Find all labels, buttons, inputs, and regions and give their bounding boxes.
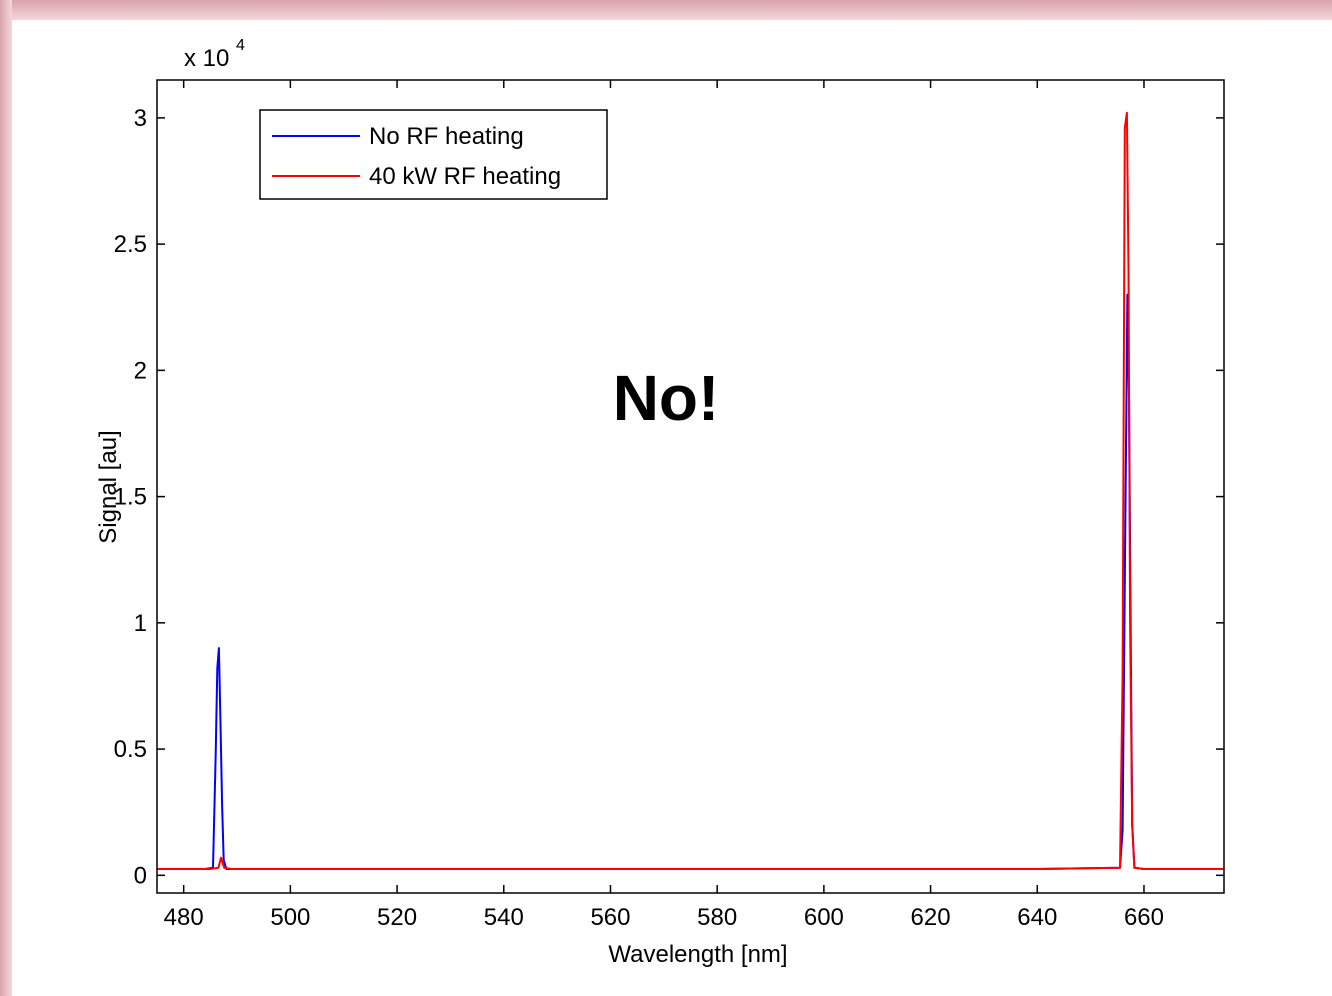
x-tick-label: 500 bbox=[270, 904, 310, 931]
x-axis-label: Wavelength [nm] bbox=[608, 941, 787, 968]
y-axis-multiplier: x 10 4 bbox=[184, 37, 245, 72]
axes-box bbox=[156, 79, 1225, 894]
y-axis-label: Signal [au] bbox=[95, 430, 122, 543]
x-tick-label: 640 bbox=[1017, 904, 1057, 931]
legend: No RF heating 40 kW RF heating bbox=[259, 109, 608, 200]
x-tick-label: 620 bbox=[911, 904, 951, 931]
y-tick-label: 0.5 bbox=[114, 736, 147, 763]
annotation-no: No! bbox=[613, 362, 720, 434]
y-tick-label: 2.5 bbox=[114, 231, 147, 258]
y-axis: 0 0.5 1 1.5 2 2.5 3 bbox=[114, 105, 1224, 889]
frame-left-band bbox=[0, 0, 12, 996]
y-tick-label: 3 bbox=[134, 105, 147, 132]
plot-content bbox=[157, 111, 1224, 870]
series-line-40kw-rf bbox=[157, 111, 1224, 870]
x-axis: 480 500 520 540 560 580 600 620 640 660 bbox=[164, 80, 1164, 931]
y-tick-label: 2 bbox=[134, 357, 147, 384]
figure-panel: 480 500 520 540 560 580 600 620 640 660 0 0.5 1 1.5 2… bbox=[12, 20, 1332, 996]
y-multiplier-exponent: 4 bbox=[236, 37, 245, 54]
spectrum-chart: 480 500 520 540 560 580 600 620 640 660 0 0.5 1 1.5 2… bbox=[95, 37, 1225, 968]
x-tick-label: 580 bbox=[697, 904, 737, 931]
x-tick-label: 480 bbox=[164, 904, 204, 931]
x-tick-label: 560 bbox=[590, 904, 630, 931]
y-tick-label: 1.5 bbox=[114, 484, 147, 511]
x-tick-label: 520 bbox=[377, 904, 417, 931]
y-multiplier-base: x 10 bbox=[184, 45, 229, 72]
y-tick-label: 1 bbox=[134, 610, 147, 637]
y-tick-label: 0 bbox=[134, 862, 147, 889]
legend-box bbox=[259, 109, 608, 200]
legend-label-40kw-rf: 40 kW RF heating bbox=[369, 163, 561, 190]
frame-top-band bbox=[0, 0, 1332, 20]
x-tick-label: 660 bbox=[1124, 904, 1164, 931]
x-tick-label: 600 bbox=[804, 904, 844, 931]
legend-label-no-rf: No RF heating bbox=[369, 123, 524, 150]
x-tick-label: 540 bbox=[484, 904, 524, 931]
